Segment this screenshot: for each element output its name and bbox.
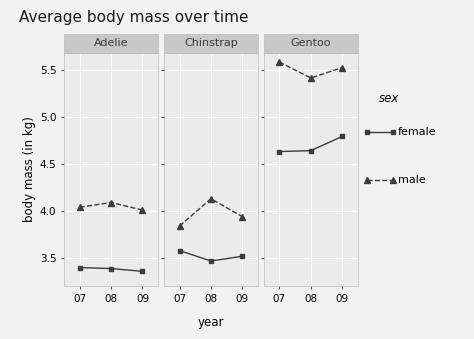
Text: Chinstrap: Chinstrap (184, 38, 238, 48)
Text: Adelie: Adelie (94, 38, 128, 48)
Text: Gentoo: Gentoo (291, 38, 331, 48)
Y-axis label: body mass (in kg): body mass (in kg) (23, 117, 36, 222)
Text: year: year (198, 316, 224, 329)
Text: female: female (398, 127, 437, 137)
Text: male: male (398, 175, 426, 185)
Text: sex: sex (379, 92, 400, 104)
Text: Average body mass over time: Average body mass over time (19, 10, 248, 25)
